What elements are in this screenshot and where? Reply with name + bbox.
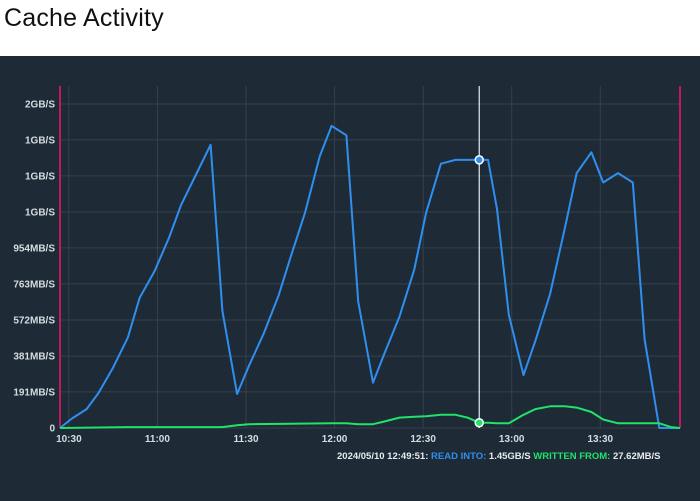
x-tick-label: 11:00 (145, 434, 170, 445)
y-tick-label: 1GB/S (25, 171, 55, 182)
y-tick-label: 954MB/S (13, 243, 55, 254)
tooltip-readout: 2024/05/10 12:49:51: READ INTO: 1.45GB/S… (337, 451, 661, 462)
y-tick-label: 381MB/S (13, 352, 55, 363)
x-tick-label: 13:30 (587, 434, 613, 445)
x-tick-label: 11:30 (233, 434, 258, 445)
written-from-hover-point (474, 417, 484, 428)
read-into-series-line (59, 124, 680, 429)
y-tick-label: 2GB/S (25, 100, 55, 111)
page-title: Cache Activity (4, 4, 164, 32)
read-into-hover-point (474, 155, 484, 165)
read-into-value: 1.45GB/S (488, 451, 531, 462)
read-into-label: READ INTO: (431, 451, 487, 462)
x-tick-label: 13:00 (499, 434, 525, 445)
written-from-label: WRITTEN FROM: (533, 451, 611, 462)
x-tick-label: 12:00 (322, 434, 348, 445)
y-tick-label: 1GB/S (25, 208, 55, 219)
y-tick-label: 763MB/S (13, 279, 55, 290)
y-tick-label: 191MB/S (13, 387, 55, 398)
tooltip-timestamp: 2024/05/10 12:49:51: (337, 451, 429, 462)
written-from-series-line (59, 405, 681, 429)
cache-activity-chart[interactable]: 0 191MB/S 381MB/S 572MB/S 763MB/S 954MB/S 1GB/… (0, 56, 700, 501)
y-tick-label: 0 (49, 424, 55, 435)
x-tick-label: 12:30 (410, 434, 436, 445)
y-tick-label: 1GB/S (25, 135, 55, 146)
y-tick-label: 572MB/S (13, 316, 55, 327)
x-tick-label: 10:30 (56, 434, 82, 445)
chart-panel[interactable]: 0 191MB/S 381MB/S 572MB/S 763MB/S 954MB/S 1GB/… (0, 56, 700, 501)
written-from-value: 27.62MB/S (612, 451, 661, 462)
